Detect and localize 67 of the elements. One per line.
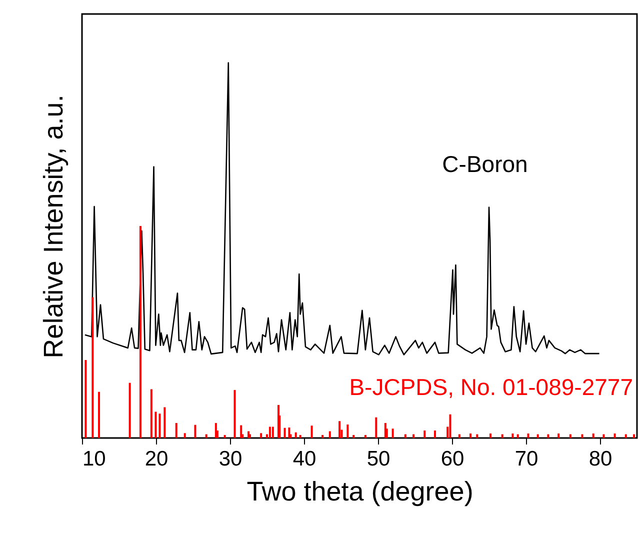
bar xyxy=(412,434,415,438)
bar xyxy=(364,435,366,438)
bar xyxy=(84,360,87,438)
bar xyxy=(194,424,196,438)
x-tick-label: 30 xyxy=(218,448,242,470)
x-tick-label: 80 xyxy=(588,448,612,470)
x-tick-label: 10 xyxy=(82,448,106,470)
bar xyxy=(260,433,262,438)
bar xyxy=(434,430,436,438)
bar xyxy=(164,407,166,438)
x-tick-label: 40 xyxy=(292,448,316,470)
bar xyxy=(272,426,274,438)
bar xyxy=(98,392,100,438)
bar xyxy=(558,433,560,438)
bar xyxy=(392,428,394,438)
bar xyxy=(449,414,452,438)
y-axis-title: Relative Intensity, a.u. xyxy=(38,94,68,358)
bar xyxy=(158,414,161,438)
bar xyxy=(527,433,530,438)
bar xyxy=(205,434,208,438)
bar xyxy=(184,433,186,438)
bar xyxy=(424,430,426,438)
bar xyxy=(92,297,94,438)
x-tick-label: 70 xyxy=(514,448,538,470)
bar xyxy=(547,434,550,438)
x-tick-label: 60 xyxy=(440,448,464,470)
bar xyxy=(536,434,539,438)
x-tick-label: 50 xyxy=(366,448,390,470)
bar xyxy=(248,434,251,438)
bar xyxy=(175,422,178,438)
bar xyxy=(458,434,460,438)
series-label: B-JCPDS, No. 01-089-2777 xyxy=(349,374,633,400)
x-tick-label: 20 xyxy=(144,448,168,470)
bar xyxy=(299,435,302,438)
bar xyxy=(614,433,616,438)
bar xyxy=(592,433,594,438)
bar xyxy=(581,434,584,438)
bar xyxy=(602,434,605,438)
bar xyxy=(501,434,504,438)
bar xyxy=(375,417,378,438)
bar xyxy=(288,427,290,438)
bar xyxy=(310,426,313,438)
bar xyxy=(346,424,349,438)
bar xyxy=(234,390,236,438)
x-axis-title: Two theta (degree) xyxy=(246,476,474,506)
bar xyxy=(128,382,131,438)
bar xyxy=(476,434,478,438)
bar xyxy=(154,412,157,438)
bar xyxy=(470,433,472,438)
bar xyxy=(338,421,341,438)
bar xyxy=(404,434,406,438)
bar xyxy=(624,434,627,438)
bar xyxy=(284,428,286,438)
bar xyxy=(150,389,152,438)
bar xyxy=(569,434,572,438)
bar xyxy=(489,433,492,438)
bar xyxy=(294,432,297,438)
bar xyxy=(516,434,519,438)
bar xyxy=(328,431,331,438)
series-label: C-Boron xyxy=(442,151,528,177)
bar xyxy=(322,435,324,438)
bar xyxy=(352,435,355,438)
bar xyxy=(633,434,636,438)
bar xyxy=(139,226,142,438)
bar xyxy=(240,425,242,438)
bar xyxy=(268,426,271,438)
bar xyxy=(224,435,226,438)
